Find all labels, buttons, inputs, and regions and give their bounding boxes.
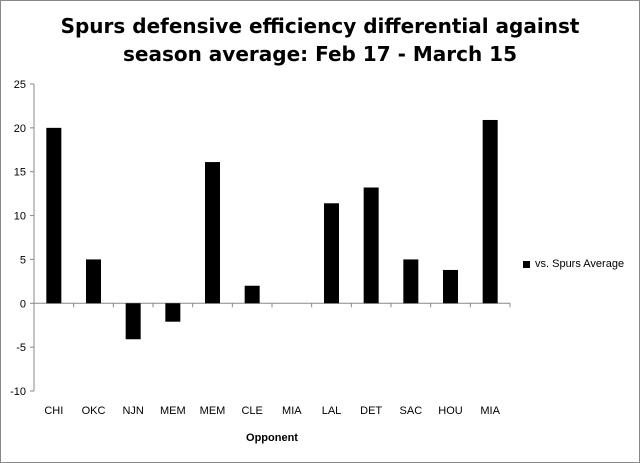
chart-title-line-2: season average: Feb 17 - March 15 [122, 42, 517, 66]
legend: vs. Spurs Average [523, 258, 624, 270]
bar [165, 303, 181, 322]
bar [86, 259, 101, 304]
x-tick-label: SAC [400, 405, 423, 417]
x-tick-label: MEM [160, 405, 186, 417]
x-tick-label: CHI [44, 405, 63, 417]
y-tick-label: 10 [14, 211, 26, 223]
x-tick-label: NJN [122, 405, 143, 417]
chart-title-line-1: Spurs defensive efficiency differential … [60, 14, 580, 38]
x-tick-label: MIA [282, 405, 302, 417]
chart-title: Spurs defensive efficiency differential … [0, 12, 640, 68]
y-tick-label: -5 [16, 342, 26, 354]
bar [324, 203, 339, 304]
y-tick-label: 15 [14, 167, 26, 179]
x-tick-label: CLE [241, 405, 262, 417]
bar [205, 162, 220, 304]
bar [403, 259, 419, 304]
bar [443, 269, 458, 304]
x-tick-label: MEM [200, 405, 226, 417]
x-tick-label: OKC [82, 405, 106, 417]
bar [244, 285, 260, 304]
legend-label: vs. Spurs Average [535, 258, 625, 270]
y-tick-label: -10 [10, 386, 26, 398]
x-tick-label: HOU [438, 405, 463, 417]
x-tick-label: MIA [480, 405, 500, 417]
x-tick-label: DET [360, 405, 382, 417]
bar [363, 187, 379, 304]
legend-swatch [523, 260, 530, 268]
bar [46, 127, 62, 304]
y-tick-label: 20 [14, 123, 26, 135]
bar [482, 119, 498, 304]
y-tick-label: 5 [20, 254, 26, 266]
bar [125, 303, 141, 340]
x-axis-title: Opponent [246, 432, 298, 444]
y-tick-label: 25 [14, 79, 26, 91]
x-tick-label: LAL [322, 405, 342, 417]
y-tick-label: 0 [20, 298, 26, 310]
